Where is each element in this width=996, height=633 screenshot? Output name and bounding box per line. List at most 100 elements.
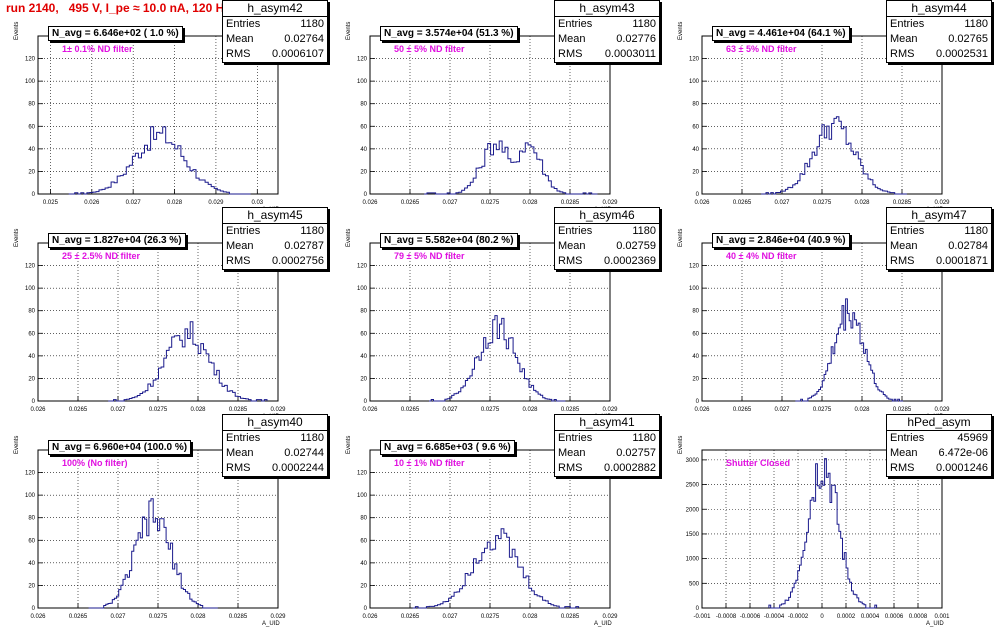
stats-rms-label: RMS: [890, 48, 915, 60]
stats-mean-row: Mean 0.02744: [223, 446, 327, 461]
y-tick-label: 80: [28, 309, 35, 315]
stats-rms-label: RMS: [226, 255, 251, 267]
histogram-pad-hPed_asym: -0.001 -0.0008 -0.0006 -0.0004 -0.0002 0 0.000…: [664, 414, 996, 633]
x-tick-label: 0.026: [694, 407, 710, 413]
y-tick-label: 60: [28, 124, 35, 130]
stats-mean-value: 0.02787: [284, 240, 324, 252]
x-tick-label: 0.0006: [885, 614, 904, 620]
y-tick-label: 100: [689, 79, 700, 85]
filter-label: 63 ± 5% ND filter: [726, 44, 797, 54]
histogram-plot: 0.026 0.0265 0.027 0.0275 0.028 0.0285 0.029 0 2…: [689, 35, 950, 206]
y-tick-label: 120: [25, 264, 36, 270]
y-tick-label: 60: [28, 538, 35, 544]
histogram-series: [429, 315, 566, 402]
stats-box: h_asym42 Entries 1180 Mean 0.02764 RMS 0.00061…: [222, 0, 328, 63]
x-tick-label: 0.0285: [229, 407, 248, 413]
histogram-plot: 0.026 0.0265 0.027 0.0275 0.028 0.0285 0.029 0 2…: [357, 242, 618, 413]
stats-rms-row: RMS 0.0003011: [555, 47, 659, 62]
stats-entries-label: Entries: [558, 18, 593, 30]
x-tick-label: 0.029: [208, 200, 224, 206]
x-tick-label: -0.0008: [716, 614, 737, 620]
stats-rms-row: RMS 0.0002369: [555, 254, 659, 269]
x-tick-label: 0.0285: [561, 200, 580, 206]
x-tick-label: 0.027: [110, 614, 126, 620]
y-tick-label: 20: [360, 583, 367, 589]
histogram-series: [768, 458, 878, 609]
y-tick-label: 120: [25, 471, 36, 477]
x-tick-label: 0.029: [270, 614, 286, 620]
x-tick-label: 0.0002: [837, 614, 856, 620]
histogram-pad-h_asym46: 0.026 0.0265 0.027 0.0275 0.028 0.0285 0.029 0 2…: [332, 207, 664, 426]
y-tick-label: 20: [28, 583, 35, 589]
y-tick-label: 40: [360, 354, 367, 360]
x-tick-label: -0.001: [693, 614, 711, 620]
histogram-name: h_asym45: [223, 208, 327, 224]
x-tick-label: 0.027: [442, 200, 458, 206]
x-tick-label: 0.026: [30, 614, 46, 620]
y-tick-label: 80: [692, 309, 699, 315]
stats-rms-label: RMS: [890, 462, 915, 474]
x-tick-label: 0.0265: [733, 200, 752, 206]
stats-mean-row: Mean 0.02765: [887, 32, 991, 47]
stats-mean-label: Mean: [558, 447, 586, 459]
stats-entries-value: 1180: [300, 225, 324, 237]
x-tick-label: 0.029: [270, 407, 286, 413]
x-tick-label: 0.0004: [861, 614, 880, 620]
stats-rms-row: RMS 0.0002531: [887, 47, 991, 62]
n-avg-label: N_avg = 6.646e+02 ( 1.0 %): [48, 26, 183, 41]
stats-entries-row: Entries 1180: [555, 17, 659, 32]
histogram-series: [68, 126, 251, 195]
y-tick-label: 100: [357, 79, 368, 85]
stats-mean-row: Mean 0.02776: [555, 32, 659, 47]
y-axis-label: Events: [346, 435, 352, 454]
y-tick-label: 1500: [686, 532, 700, 538]
x-tick-label: 0.0285: [893, 407, 912, 413]
x-tick-label: 0.029: [602, 200, 618, 206]
filter-label: 50 ± 5% ND filter: [394, 44, 465, 54]
x-tick-label: 0.027: [110, 407, 126, 413]
filter-label: 79 ± 5% ND filter: [394, 251, 465, 261]
n-avg-label: N_avg = 1.827e+04 (26.3 %): [48, 233, 186, 248]
stats-rms-value: 0.0002531: [936, 48, 988, 60]
stats-mean-row: Mean 0.02764: [223, 32, 327, 47]
x-tick-label: 0.025: [43, 200, 59, 206]
x-tick-label: 0.028: [522, 407, 538, 413]
stats-entries-row: Entries 1180: [887, 224, 991, 239]
x-tick-label: 0.0275: [149, 407, 168, 413]
x-tick-label: 0.028: [854, 200, 870, 206]
stats-entries-label: Entries: [226, 432, 261, 444]
stats-rms-value: 0.0001871: [936, 255, 988, 267]
x-tick-label: 0.027: [774, 407, 790, 413]
stats-entries-value: 1180: [300, 432, 324, 444]
y-tick-label: 0: [696, 192, 700, 198]
stats-entries-row: Entries 1180: [223, 224, 327, 239]
x-tick-label: 0.029: [934, 200, 950, 206]
histogram-pad-h_asym40: 0.026 0.0265 0.027 0.0275 0.028 0.0285 0.029 0 2…: [0, 414, 332, 633]
stats-mean-label: Mean: [226, 33, 254, 45]
y-axis-label: Events: [14, 228, 20, 247]
histogram-pad-h_asym43: 0.026 0.0265 0.027 0.0275 0.028 0.0285 0.029 0 2…: [332, 0, 664, 219]
y-tick-label: 120: [357, 57, 368, 63]
n-avg-label: N_avg = 6.960e+04 (100.0 %): [48, 440, 192, 455]
x-tick-label: 0.027: [442, 407, 458, 413]
x-tick-label: 0.0275: [149, 614, 168, 620]
x-tick-label: 0.026: [362, 614, 378, 620]
stats-mean-row: Mean 6.472e-06: [887, 446, 991, 461]
y-tick-label: 120: [357, 264, 368, 270]
y-tick-label: 80: [28, 516, 35, 522]
histogram-name: hPed_asym: [887, 415, 991, 431]
y-axis-label: Events: [678, 435, 684, 454]
stats-mean-row: Mean 0.02784: [887, 239, 991, 254]
stats-entries-row: Entries 1180: [223, 431, 327, 446]
filter-label: 10 ± 1% ND filter: [394, 458, 465, 468]
y-tick-label: 120: [357, 471, 368, 477]
stats-mean-value: 6.472e-06: [938, 447, 988, 459]
x-tick-label: 0.0285: [893, 200, 912, 206]
stats-entries-label: Entries: [226, 18, 261, 30]
x-tick-label: 0.027: [126, 200, 142, 206]
stats-rms-row: RMS 0.0001871: [887, 254, 991, 269]
x-tick-label: 0.0265: [69, 407, 88, 413]
stats-rms-label: RMS: [558, 462, 583, 474]
stats-entries-label: Entries: [226, 225, 261, 237]
y-tick-label: 100: [357, 286, 368, 292]
